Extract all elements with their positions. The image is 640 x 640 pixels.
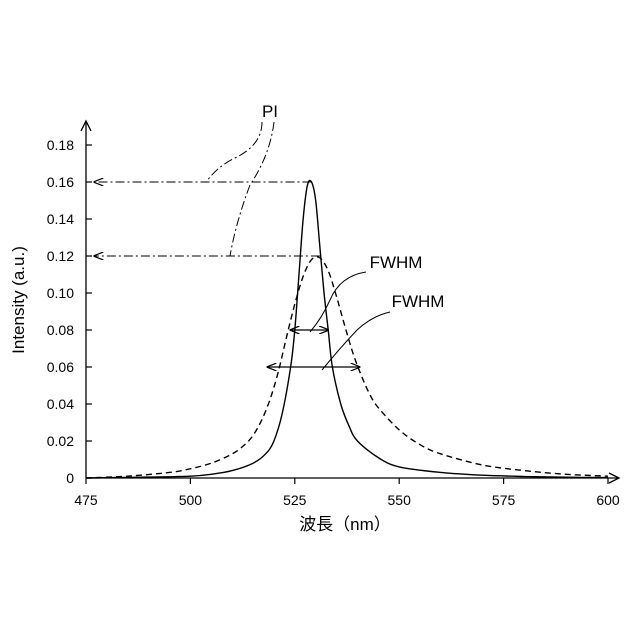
y-tick-label: 0.02 — [47, 433, 74, 449]
x-tick-label: 500 — [179, 492, 203, 508]
y-tick-label: 0.12 — [47, 248, 74, 264]
x-axis-label: 波長（nm） — [299, 515, 391, 534]
y-tick-label: 0.08 — [47, 322, 74, 338]
x-tick-label: 575 — [492, 492, 516, 508]
x-tick-label: 475 — [74, 492, 98, 508]
annotation-layer: PI FWHM FWHM — [94, 102, 444, 370]
pi-leader-line — [230, 122, 274, 256]
pi-label: PI — [262, 102, 278, 121]
series-layer — [86, 180, 608, 478]
y-tick-label: 0.06 — [47, 359, 74, 375]
y-tick-label: 0.04 — [47, 396, 74, 412]
y-ticks: 0 0.02 0.04 0.06 0.08 0.10 0.12 0.14 0.16 0.18 — [47, 137, 92, 486]
fwhm-label: FWHM — [392, 292, 445, 311]
x-tick-label: 525 — [283, 492, 307, 508]
y-tick-label: 0.18 — [47, 137, 74, 153]
solid-spectrum-line — [86, 180, 608, 478]
fwhm-label: FWHM — [370, 253, 423, 272]
y-axis-label: Intensity (a.u.) — [9, 246, 28, 354]
y-tick-label: 0 — [66, 470, 74, 486]
pi-leader-line — [206, 122, 262, 182]
x-ticks: 475 500 525 550 575 600 — [74, 478, 620, 508]
x-tick-label: 600 — [596, 492, 620, 508]
y-tick-label: 0.10 — [47, 285, 74, 301]
y-tick-label: 0.14 — [47, 211, 74, 227]
x-tick-label: 550 — [388, 492, 412, 508]
y-tick-label: 0.16 — [47, 174, 74, 190]
